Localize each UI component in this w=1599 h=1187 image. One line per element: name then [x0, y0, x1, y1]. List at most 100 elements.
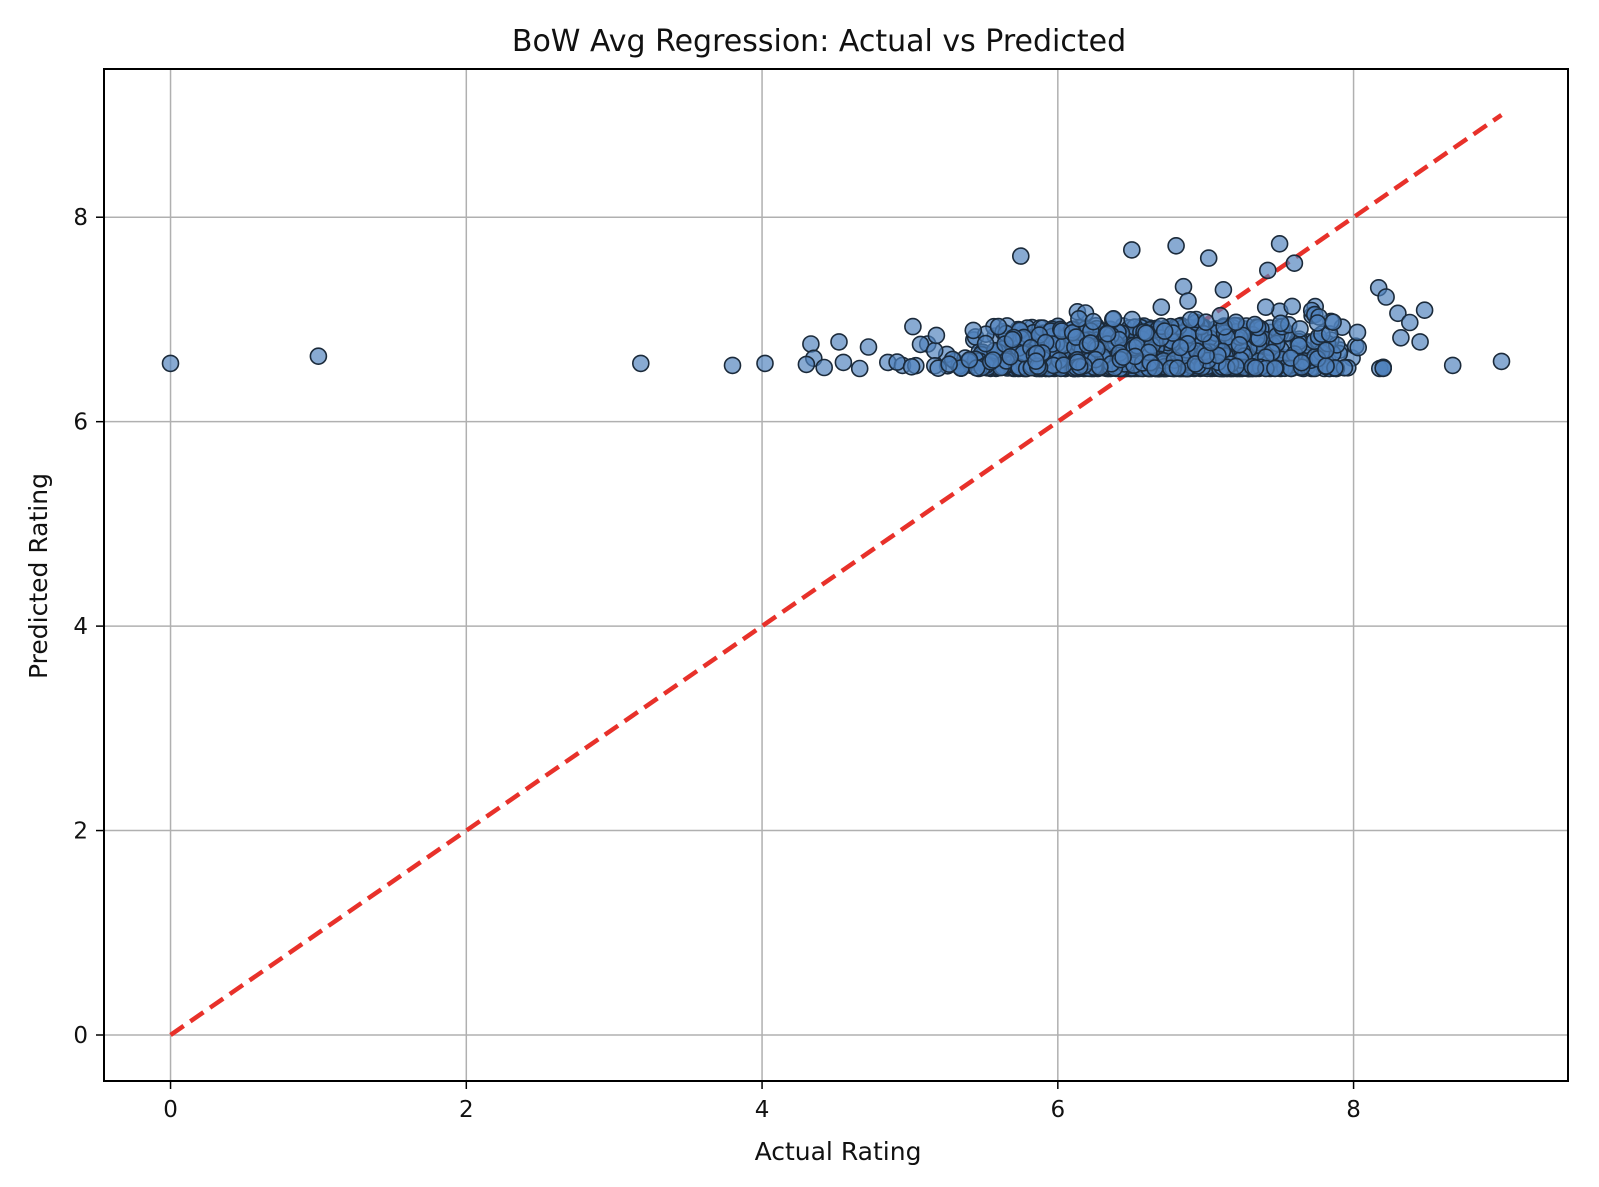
data-point — [925, 341, 944, 360]
chart-title: BoW Avg Regression: Actual vs Predicted — [512, 24, 1126, 59]
data-point — [1256, 298, 1275, 317]
data-point — [1001, 347, 1020, 366]
data-point — [1246, 359, 1265, 377]
data-point — [976, 334, 995, 353]
data-point — [964, 321, 983, 340]
data-point — [1443, 356, 1462, 375]
data-point — [1199, 249, 1218, 267]
data-point — [1091, 358, 1109, 377]
data-point — [1084, 312, 1103, 331]
data-point — [1349, 338, 1367, 357]
x-axis-label: Actual Rating — [755, 1137, 922, 1166]
data-point — [723, 356, 742, 375]
data-point — [1011, 247, 1030, 265]
data-point — [1317, 357, 1335, 375]
data-point — [904, 317, 922, 336]
data-point — [1492, 352, 1511, 371]
data-point — [911, 335, 930, 354]
data-point — [1292, 353, 1311, 372]
data-point — [902, 357, 921, 376]
data-point — [1271, 314, 1290, 333]
y-tick-label: 8 — [73, 205, 88, 231]
x-tick-label: 8 — [1346, 1097, 1361, 1123]
data-point — [989, 317, 1008, 336]
y-tick-label: 0 — [73, 1023, 88, 1049]
data-point — [859, 338, 878, 356]
data-point — [1291, 320, 1309, 338]
data-point — [1389, 304, 1407, 323]
data-point — [940, 355, 958, 374]
grid-lines — [104, 69, 1568, 1081]
data-point — [1401, 313, 1419, 332]
x-axis-ticks: 0 2 4 6 8 — [163, 1081, 1361, 1123]
data-point — [1179, 292, 1197, 310]
data-point — [161, 354, 180, 373]
data-point — [1167, 237, 1185, 255]
y-tick-label: 6 — [73, 410, 88, 436]
data-point — [1098, 324, 1117, 343]
data-point — [631, 354, 650, 373]
data-point — [1227, 357, 1245, 376]
x-tick-label: 0 — [163, 1097, 178, 1123]
x-tick-label: 2 — [459, 1097, 474, 1123]
data-point — [927, 326, 946, 345]
data-point — [1266, 359, 1284, 378]
data-point — [1081, 334, 1100, 352]
data-point — [1070, 309, 1088, 328]
data-point — [1377, 288, 1395, 306]
data-point — [1155, 322, 1174, 340]
data-point — [1246, 315, 1264, 334]
data-point — [815, 358, 834, 377]
plot-frame — [103, 68, 1569, 1082]
data-point — [1152, 298, 1171, 317]
data-point — [1171, 338, 1189, 357]
data-point — [1324, 313, 1342, 332]
data-point — [1003, 330, 1022, 349]
data-point — [850, 359, 869, 378]
data-point — [1181, 310, 1200, 329]
x-tick-label: 4 — [755, 1097, 770, 1123]
data-point — [984, 351, 1002, 369]
data-point — [1348, 323, 1367, 342]
data-point — [1146, 359, 1164, 377]
y-tick-label: 2 — [73, 819, 88, 845]
data-point — [1137, 324, 1155, 343]
data-point — [1415, 301, 1434, 320]
data-point — [1259, 261, 1277, 280]
data-point — [1283, 297, 1301, 316]
data-point — [1308, 314, 1327, 332]
data-point — [797, 355, 816, 374]
data-point — [1123, 310, 1141, 329]
data-point — [888, 353, 906, 371]
data-point — [1068, 353, 1087, 372]
y-axis-label: Predicted Rating — [24, 473, 53, 679]
data-point — [1392, 328, 1410, 347]
y-axis-ticks: 0 2 4 6 8 — [73, 205, 104, 1049]
data-point — [960, 350, 979, 369]
data-point — [309, 347, 328, 366]
data-point — [1214, 280, 1233, 299]
data-point — [756, 354, 774, 373]
data-point — [1270, 235, 1289, 253]
data-point — [802, 335, 820, 353]
x-tick-label: 6 — [1050, 1097, 1065, 1123]
data-point — [1211, 306, 1230, 325]
data-point — [1104, 309, 1123, 328]
data-point — [1227, 313, 1245, 332]
y-tick-label: 4 — [73, 614, 88, 640]
data-point — [1411, 333, 1429, 351]
data-point — [834, 353, 853, 372]
data-point — [1123, 241, 1141, 259]
data-points — [161, 235, 1511, 378]
data-point — [1374, 359, 1392, 378]
data-point — [1114, 348, 1132, 367]
data-point — [1317, 341, 1335, 360]
data-point — [830, 333, 848, 351]
data-point — [1168, 359, 1187, 377]
data-point — [1230, 335, 1249, 354]
data-point — [1285, 254, 1304, 273]
data-point — [1027, 352, 1045, 371]
reference-line — [169, 113, 1503, 1037]
